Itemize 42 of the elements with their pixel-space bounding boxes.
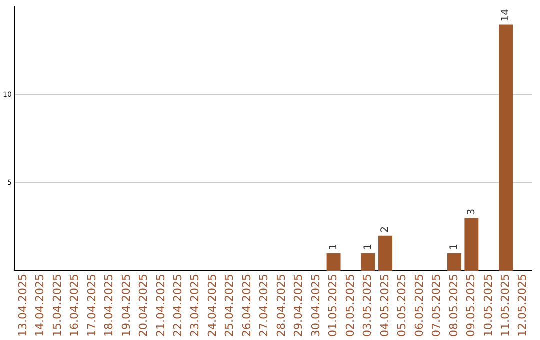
x-tick-label: 07.05.2025 [430,274,444,338]
data-label: 1 [328,244,340,250]
x-tick-label: 26.04.2025 [240,274,254,338]
x-tick-label: 15.04.2025 [50,274,64,338]
bar [464,218,479,272]
x-tick-label: 29.04.2025 [292,274,306,338]
x-tick-label: 04.05.2025 [378,274,392,338]
x-tick-label: 05.05.2025 [396,274,409,338]
data-label: 2 [380,226,392,233]
x-tick-label: 14.04.2025 [34,274,47,338]
x-tick-label: 23.04.2025 [188,274,202,338]
x-tick-label: 09.05.2025 [464,274,478,338]
x-tick-label: 13.04.2025 [16,274,30,338]
bar [378,236,392,272]
x-tick-label: 25.04.2025 [223,274,236,338]
x-tick-label: 30.04.2025 [309,274,322,338]
x-tick-label: 24.04.2025 [206,274,219,338]
x-tick-label: 03.05.2025 [361,274,374,338]
x-tick-label: 19.04.2025 [120,274,133,338]
x-tick-label: 20.04.2025 [137,274,150,338]
x-tick-label: 01.05.2025 [326,274,340,338]
x-tick-label: 21.04.2025 [154,274,168,338]
x-tick-label: 18.04.2025 [102,274,116,338]
x-tick-label: 12.05.2025 [516,274,530,338]
x-tick-label: 08.05.2025 [447,274,460,338]
data-label: 1 [449,244,460,250]
data-label: 14 [500,9,512,22]
bar [326,253,341,272]
x-tick-label: 17.04.2025 [85,274,98,338]
bar [361,253,376,272]
x-tick-label: 06.05.2025 [412,274,426,338]
data-label: 1 [362,244,374,250]
x-tick-label: 16.04.2025 [68,274,82,338]
x-tick-label: 11.05.2025 [499,274,512,338]
data-label: 3 [466,208,478,216]
x-tick-label: 22.04.2025 [172,274,185,338]
x-tick-label: 10.05.2025 [482,274,495,338]
x-tick-label: 27.04.2025 [258,274,271,338]
bar [499,24,514,272]
x-tick-label: 28.04.2025 [274,274,288,338]
bar [447,253,462,272]
x-tick-label: 02.05.2025 [344,274,357,338]
